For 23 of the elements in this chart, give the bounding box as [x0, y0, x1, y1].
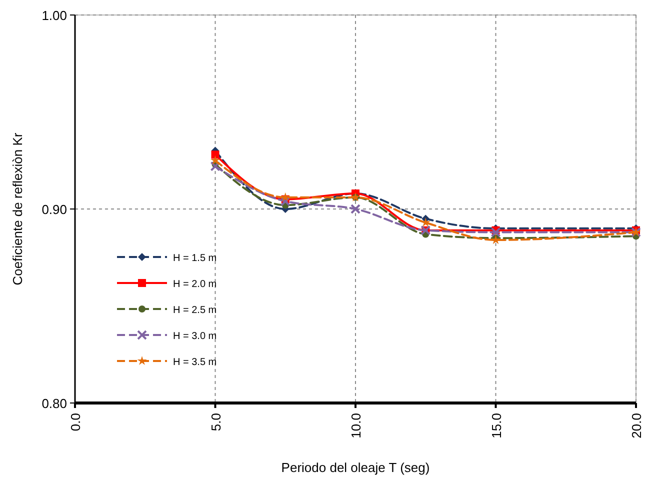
x-tick-label: 15.0 [488, 413, 504, 438]
point [280, 192, 290, 202]
legend-label: H = 2.5 m [173, 305, 217, 316]
y-tick-label: 0.90 [42, 202, 67, 217]
legend-label: H = 3.5 m [173, 357, 217, 368]
x-tick-label: 0.0 [68, 413, 83, 432]
point [490, 227, 501, 238]
point [210, 161, 220, 172]
point [211, 150, 220, 159]
point [350, 204, 360, 214]
x-axis-title: Periodo del oleaje T (seg) [281, 460, 430, 475]
y-tick-label: 0.80 [42, 396, 67, 411]
y-axis-title: Coeficiente de reflexiòn Kr [10, 132, 25, 286]
x-tick-label: 20.0 [629, 413, 644, 438]
point [280, 196, 290, 206]
x-tick-label: 5.0 [208, 413, 224, 432]
y-tick-label: 1.00 [42, 8, 67, 23]
point [210, 156, 220, 165]
legend-label: H = 3.0 m [173, 331, 217, 342]
point [490, 235, 501, 244]
legend-label: H = 1.5 m [173, 253, 217, 264]
x-tick-label: 10.0 [348, 413, 364, 438]
legend-label: H = 2.0 m [173, 279, 217, 290]
